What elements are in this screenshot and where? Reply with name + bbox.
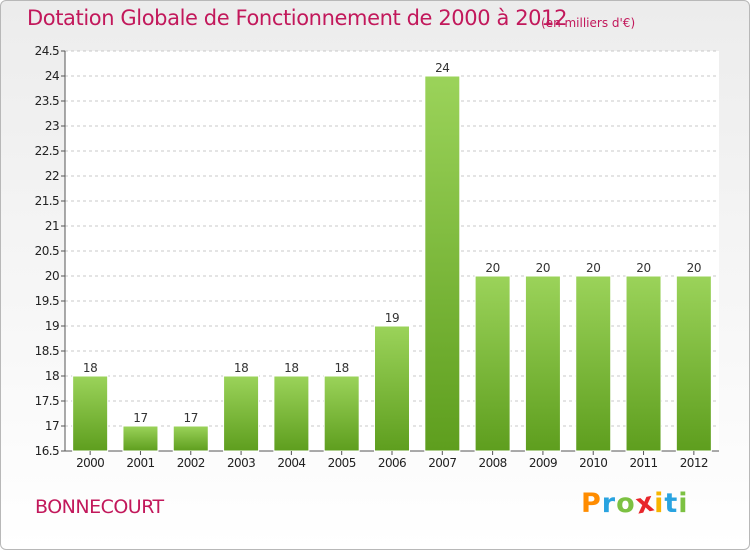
- y-tick-label: 17: [45, 419, 59, 433]
- bar: [524, 275, 561, 452]
- x-tick-label: 2001: [126, 456, 154, 470]
- data-label: 18: [334, 361, 348, 375]
- x-tick-label: 2006: [378, 456, 406, 470]
- bar: [323, 375, 360, 452]
- x-tick-label: 2007: [428, 456, 456, 470]
- bar: [122, 425, 159, 452]
- data-label: 18: [234, 361, 248, 375]
- data-label: 20: [636, 261, 650, 275]
- y-tick-label: 22: [45, 169, 59, 183]
- y-tick-label: 21: [45, 219, 59, 233]
- bar: [625, 275, 662, 452]
- y-tick-label: 22.5: [35, 144, 59, 158]
- bar: [424, 75, 461, 452]
- bar: [223, 375, 260, 452]
- bar: [72, 375, 109, 452]
- x-tick-label: 2012: [680, 456, 708, 470]
- data-label: 17: [184, 411, 198, 425]
- chart-title: Dotation Globale de Fonctionnement de 20…: [27, 6, 568, 30]
- bar: [575, 275, 612, 452]
- data-label: 19: [385, 311, 399, 325]
- bar: [474, 275, 511, 452]
- logo-letter: o: [616, 488, 636, 519]
- logo-letter: r: [601, 488, 617, 519]
- data-label: 17: [133, 411, 147, 425]
- y-tick-label: 18.5: [35, 344, 59, 358]
- bar: [172, 425, 209, 452]
- x-tick-label: 2010: [579, 456, 607, 470]
- x-tick-label: 2005: [328, 456, 356, 470]
- data-label: 24: [435, 61, 449, 75]
- y-tick-label: 18: [45, 369, 59, 383]
- y-tick-label: 23.5: [35, 94, 59, 108]
- unit-note: (en milliers d'€): [541, 16, 636, 30]
- data-label: 20: [586, 261, 600, 275]
- x-tick-label: 2003: [227, 456, 255, 470]
- x-tick-label: 2002: [177, 456, 205, 470]
- data-label: 18: [83, 361, 97, 375]
- y-tick-label: 20: [45, 269, 59, 283]
- bar: [675, 275, 712, 452]
- x-tick-label: 2011: [629, 456, 657, 470]
- y-tick-label: 21.5: [35, 194, 59, 208]
- y-tick-label: 24: [45, 69, 59, 83]
- y-tick-label: 19: [45, 319, 59, 333]
- proxiti-logo[interactable]: Proxiti: [581, 486, 689, 520]
- bar: [273, 375, 310, 452]
- logo-letter: i: [654, 488, 665, 519]
- y-tick-label: 17.5: [35, 394, 59, 408]
- bar: [374, 325, 410, 452]
- x-tick-label: 2009: [529, 456, 557, 470]
- y-tick-label: 23: [45, 119, 59, 133]
- data-label: 20: [485, 261, 499, 275]
- logo-letter: i: [678, 488, 689, 519]
- y-tick-label: 16.5: [35, 444, 59, 458]
- data-label: 18: [284, 361, 298, 375]
- x-tick-label: 2008: [479, 456, 507, 470]
- logo-letter: P: [581, 488, 602, 519]
- data-label: 20: [687, 261, 701, 275]
- data-label: 20: [536, 261, 550, 275]
- y-tick-label: 19.5: [35, 294, 59, 308]
- y-tick-label: 20.5: [35, 244, 59, 258]
- y-tick-label: 24.5: [35, 44, 59, 58]
- logo-letter: t: [664, 488, 679, 519]
- x-tick-label: 2004: [277, 456, 305, 470]
- x-tick-label: 2000: [76, 456, 104, 470]
- commune-name: BONNECOURT: [35, 496, 164, 518]
